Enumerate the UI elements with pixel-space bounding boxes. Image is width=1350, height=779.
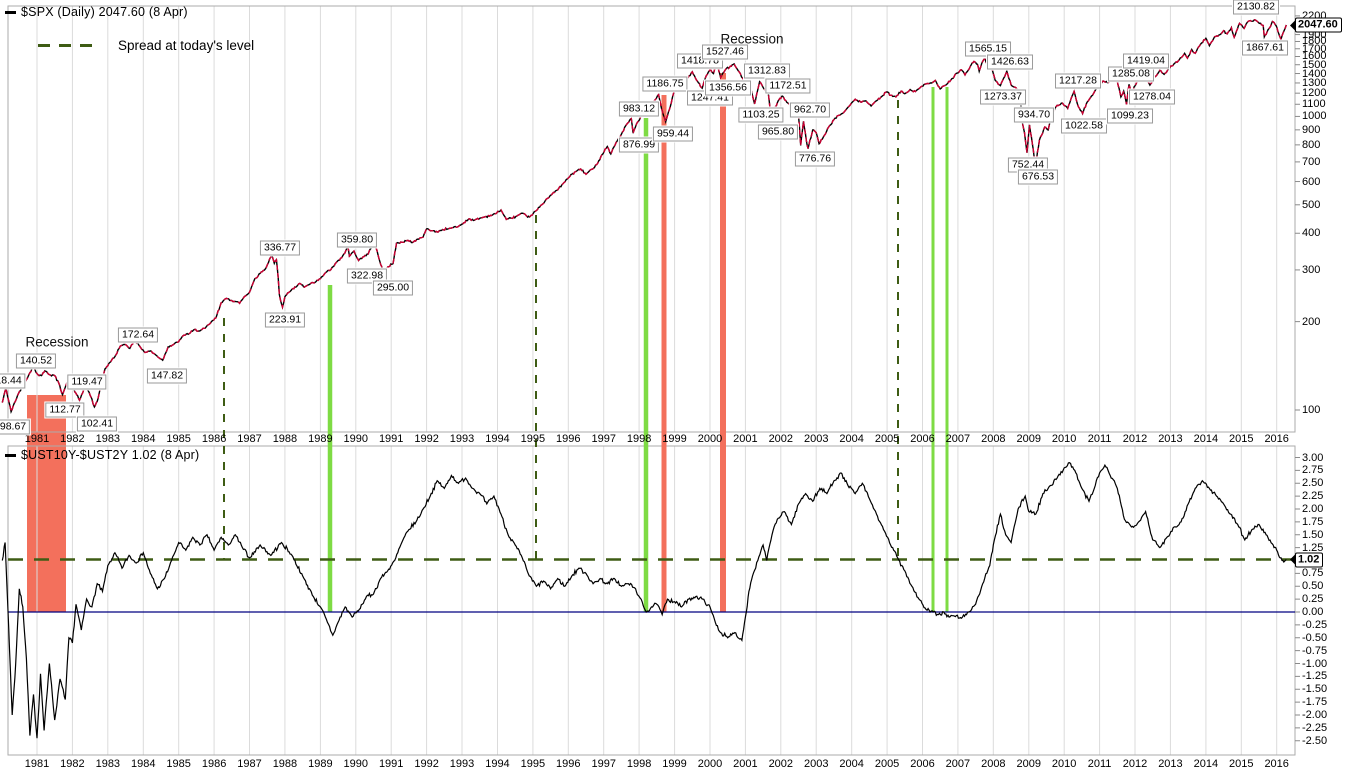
price-panel-border bbox=[7, 5, 1296, 433]
spx-last-price-tag: 2047.60 bbox=[1290, 17, 1342, 33]
spread-level-legend: Spread at today's level bbox=[38, 38, 254, 53]
price-panel-title: $SPX (Daily) 2047.60 (8 Apr) bbox=[5, 5, 188, 19]
spread-panel-border bbox=[7, 445, 1296, 756]
price-panel-title-text: $SPX (Daily) 2047.60 (8 Apr) bbox=[21, 5, 188, 19]
spx-last-price-value: 2047.60 bbox=[1295, 17, 1342, 33]
series-marker-icon bbox=[5, 10, 16, 14]
tag-arrow-icon bbox=[1290, 553, 1296, 566]
tag-arrow-icon bbox=[1290, 19, 1296, 31]
spread-last-value: 1.02 bbox=[1295, 552, 1324, 567]
spread-last-value-tag: 1.02 bbox=[1290, 552, 1324, 567]
legend-label: Spread at today's level bbox=[118, 38, 255, 53]
series-marker-icon bbox=[5, 453, 16, 457]
spread-panel-title: $UST10Y-$UST2Y 1.02 (8 Apr) bbox=[5, 448, 199, 462]
spread-line bbox=[1, 461, 1287, 739]
dashed-line-legend-icon bbox=[38, 44, 100, 47]
spread-panel-title-text: $UST10Y-$UST2Y 1.02 (8 Apr) bbox=[21, 448, 200, 462]
recession-band bbox=[27, 395, 66, 612]
